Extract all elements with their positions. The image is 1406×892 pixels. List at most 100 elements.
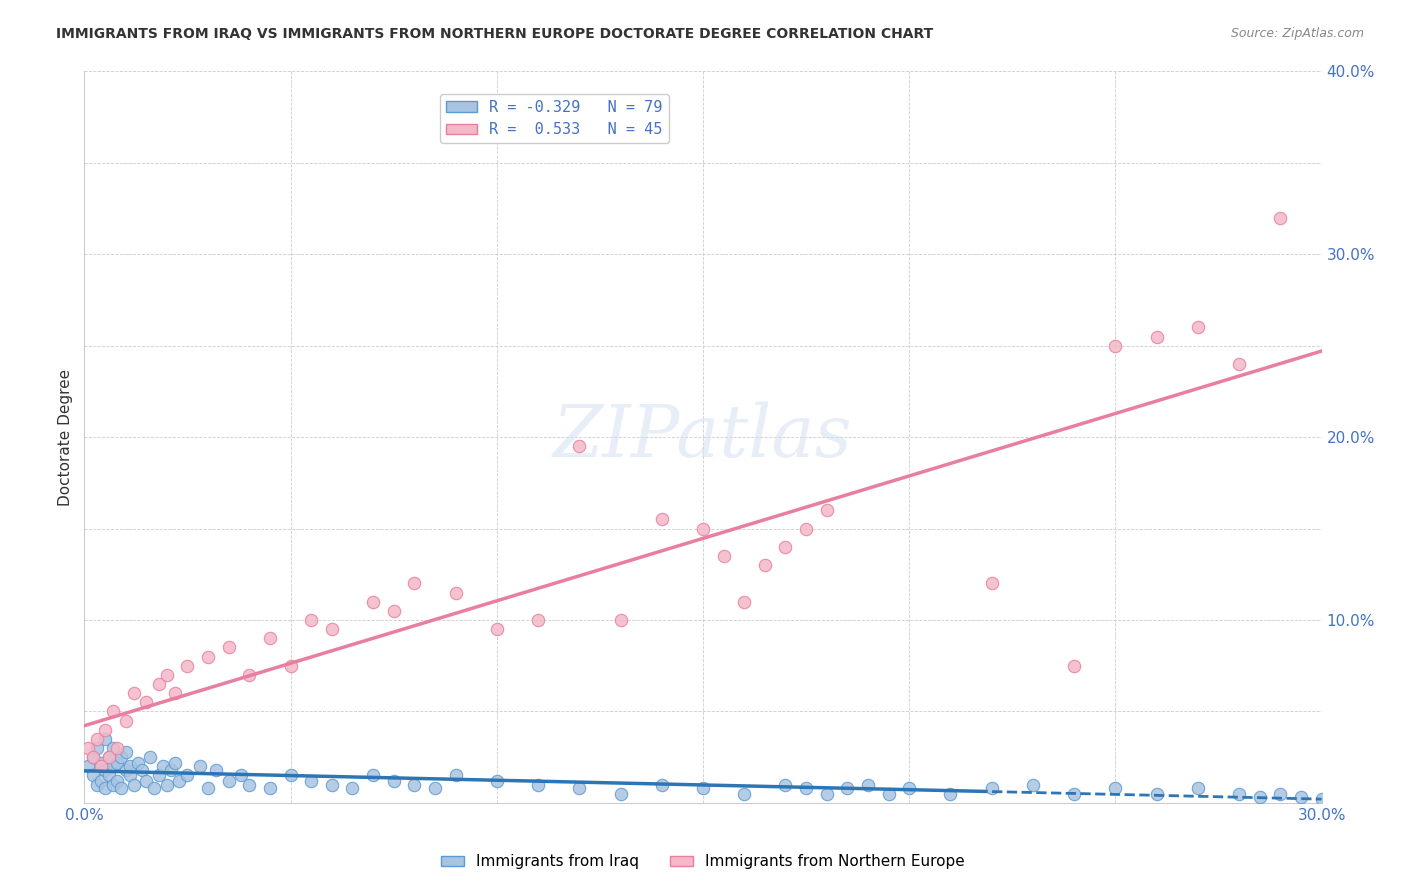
Point	[1187, 781, 1209, 796]
Point	[898, 781, 921, 796]
Point	[1289, 790, 1312, 805]
Point	[90, 773, 112, 788]
Point	[980, 781, 1002, 796]
Point	[86, 731, 108, 746]
Point	[1249, 790, 1271, 805]
Point	[321, 622, 343, 636]
Point	[423, 781, 446, 796]
Point	[485, 773, 508, 788]
Point	[299, 773, 322, 788]
Point	[856, 777, 879, 792]
Point	[238, 777, 260, 792]
Point	[1270, 211, 1292, 225]
Point	[775, 540, 797, 554]
Point	[82, 768, 104, 782]
Point	[527, 777, 550, 792]
Point	[148, 768, 170, 782]
Point	[361, 594, 384, 608]
Point	[280, 658, 302, 673]
Point	[609, 613, 631, 627]
Point	[1104, 338, 1126, 352]
Point	[197, 781, 219, 796]
Point	[485, 622, 508, 636]
Point	[1146, 329, 1168, 343]
Point	[229, 768, 252, 782]
Point	[167, 773, 190, 788]
Y-axis label: Doctorate Degree: Doctorate Degree	[58, 368, 73, 506]
Point	[980, 576, 1002, 591]
Point	[444, 768, 467, 782]
Point	[90, 759, 112, 773]
Point	[94, 731, 117, 746]
Point	[1227, 357, 1250, 371]
Point	[98, 750, 121, 764]
Point	[259, 781, 281, 796]
Point	[165, 756, 187, 770]
Legend: R = -0.329   N = 79, R =  0.533   N = 45: R = -0.329 N = 79, R = 0.533 N = 45	[440, 94, 669, 144]
Legend: Immigrants from Iraq, Immigrants from Northern Europe: Immigrants from Iraq, Immigrants from No…	[434, 848, 972, 875]
Point	[692, 781, 714, 796]
Point	[105, 773, 128, 788]
Point	[122, 686, 145, 700]
Point	[176, 768, 198, 782]
Point	[90, 756, 112, 770]
Point	[94, 723, 117, 737]
Point	[692, 521, 714, 535]
Point	[188, 759, 211, 773]
Point	[105, 740, 128, 755]
Point	[527, 613, 550, 627]
Point	[382, 773, 405, 788]
Point	[135, 773, 157, 788]
Point	[176, 658, 198, 673]
Point	[94, 781, 117, 796]
Point	[105, 756, 128, 770]
Point	[98, 768, 121, 782]
Point	[404, 576, 426, 591]
Point	[103, 759, 125, 773]
Point	[98, 750, 121, 764]
Point	[404, 777, 426, 792]
Point	[794, 781, 817, 796]
Point	[122, 777, 145, 792]
Point	[775, 777, 797, 792]
Point	[94, 763, 117, 777]
Point	[110, 750, 132, 764]
Point	[1022, 777, 1045, 792]
Point	[568, 781, 591, 796]
Point	[148, 677, 170, 691]
Point	[815, 503, 838, 517]
Point	[238, 667, 260, 681]
Point	[131, 763, 153, 777]
Point	[1104, 781, 1126, 796]
Point	[794, 521, 817, 535]
Point	[939, 787, 962, 801]
Point	[444, 585, 467, 599]
Point	[103, 740, 125, 755]
Point	[86, 777, 108, 792]
Point	[259, 632, 281, 646]
Point	[321, 777, 343, 792]
Point	[651, 512, 673, 526]
Point	[361, 768, 384, 782]
Point	[1146, 787, 1168, 801]
Point	[135, 695, 157, 709]
Point	[110, 781, 132, 796]
Point	[733, 787, 755, 801]
Point	[103, 705, 125, 719]
Point	[143, 781, 166, 796]
Point	[82, 750, 104, 764]
Point	[1331, 794, 1354, 808]
Point	[118, 759, 141, 773]
Point	[382, 604, 405, 618]
Point	[1063, 787, 1085, 801]
Point	[218, 640, 240, 655]
Point	[82, 750, 104, 764]
Point	[165, 686, 187, 700]
Point	[299, 613, 322, 627]
Point	[77, 759, 100, 773]
Point	[568, 439, 591, 453]
Point	[156, 777, 179, 792]
Point	[86, 740, 108, 755]
Point	[156, 667, 179, 681]
Point	[1187, 320, 1209, 334]
